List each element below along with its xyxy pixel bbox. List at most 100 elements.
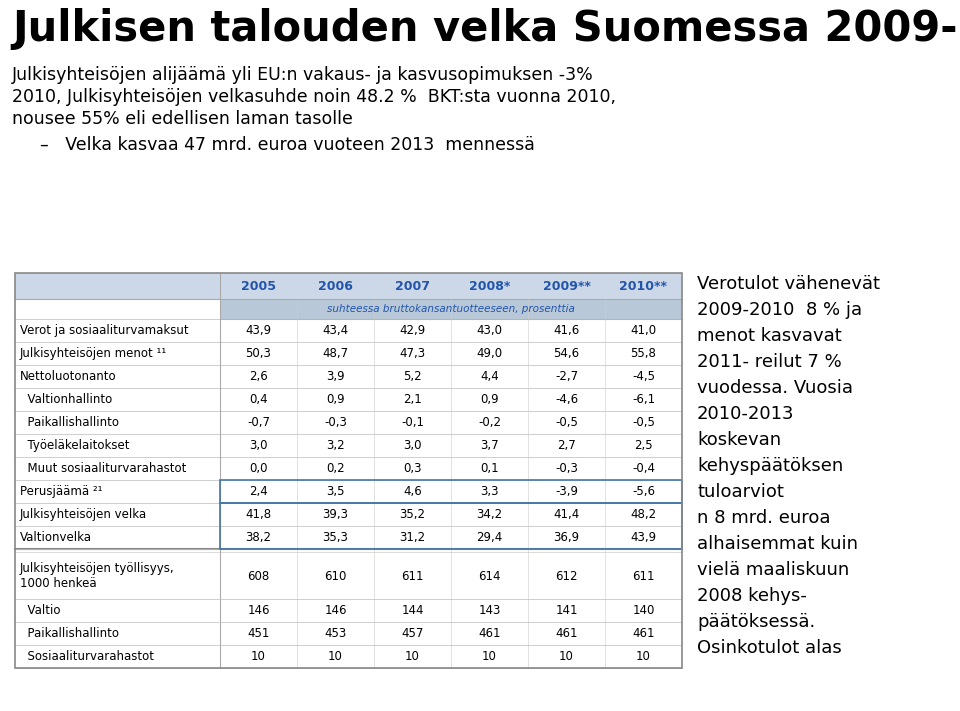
Text: -0,5: -0,5 xyxy=(555,416,578,429)
Text: 0,4: 0,4 xyxy=(250,393,268,406)
Text: -4,6: -4,6 xyxy=(555,393,578,406)
Text: Julkisyhteisöjen menot ¹¹: Julkisyhteisöjen menot ¹¹ xyxy=(20,347,167,360)
Text: 4,4: 4,4 xyxy=(480,370,499,383)
Text: 614: 614 xyxy=(478,570,501,582)
Text: 54,6: 54,6 xyxy=(553,347,580,360)
Text: Verotulot vähenevät: Verotulot vähenevät xyxy=(697,275,880,293)
Text: 50,3: 50,3 xyxy=(246,347,272,360)
Text: 3,0: 3,0 xyxy=(403,439,421,452)
Bar xyxy=(15,526,682,549)
Text: menot kasvavat: menot kasvavat xyxy=(697,327,842,345)
Text: 48,2: 48,2 xyxy=(631,508,657,521)
Text: 2010**: 2010** xyxy=(619,279,667,292)
Text: 608: 608 xyxy=(248,570,270,582)
Text: vuodessa. Vuosia: vuodessa. Vuosia xyxy=(697,379,853,397)
Text: n 8 mrd. euroa: n 8 mrd. euroa xyxy=(697,509,830,527)
Text: 41,8: 41,8 xyxy=(246,508,272,521)
Text: 2005: 2005 xyxy=(241,279,276,292)
Bar xyxy=(15,365,682,388)
Text: Perusjäämä ²¹: Perusjäämä ²¹ xyxy=(20,485,103,498)
Text: -0,7: -0,7 xyxy=(247,416,270,429)
Text: Julkisen talouden velka Suomessa 2009-: Julkisen talouden velka Suomessa 2009- xyxy=(12,8,957,50)
Text: 143: 143 xyxy=(478,604,501,617)
Text: 10: 10 xyxy=(559,650,574,663)
Text: 10: 10 xyxy=(636,650,651,663)
Text: Julkisyhteisöjen työllisyys,
1000 henkeä: Julkisyhteisöjen työllisyys, 1000 henkeä xyxy=(20,562,175,590)
Text: 2011- reilut 7 %: 2011- reilut 7 % xyxy=(697,353,842,371)
Text: Julkisyhteisöjen velka: Julkisyhteisöjen velka xyxy=(20,508,147,521)
Text: 612: 612 xyxy=(555,570,578,582)
Text: Valtionhallinto: Valtionhallinto xyxy=(20,393,112,406)
Text: 461: 461 xyxy=(633,627,655,640)
Text: 457: 457 xyxy=(401,627,423,640)
Text: 5,2: 5,2 xyxy=(403,370,421,383)
Text: 4,6: 4,6 xyxy=(403,485,421,498)
Text: 451: 451 xyxy=(248,627,270,640)
Text: 144: 144 xyxy=(401,604,423,617)
Text: 48,7: 48,7 xyxy=(323,347,348,360)
Text: 140: 140 xyxy=(633,604,655,617)
Text: -0,3: -0,3 xyxy=(324,416,347,429)
Text: 3,9: 3,9 xyxy=(326,370,345,383)
Text: 611: 611 xyxy=(633,570,655,582)
Text: 35,2: 35,2 xyxy=(399,508,425,521)
Bar xyxy=(15,457,682,480)
Text: Nettoluotonanto: Nettoluotonanto xyxy=(20,370,116,383)
Text: 0,9: 0,9 xyxy=(480,393,499,406)
Text: Osinkotulot alas: Osinkotulot alas xyxy=(697,639,842,657)
Text: 3,5: 3,5 xyxy=(326,485,345,498)
Text: 41,6: 41,6 xyxy=(553,324,580,337)
Text: 0,0: 0,0 xyxy=(250,462,268,475)
Text: Työeläkelaitokset: Työeläkelaitokset xyxy=(20,439,130,452)
Text: 2008 kehys-: 2008 kehys- xyxy=(697,587,806,605)
Text: 2009**: 2009** xyxy=(542,279,590,292)
Text: vielä maaliskuun: vielä maaliskuun xyxy=(697,561,850,579)
Text: 43,4: 43,4 xyxy=(323,324,348,337)
Text: 43,9: 43,9 xyxy=(631,531,657,544)
Text: –   Velka kasvaa 47 mrd. euroa vuoteen 2013  mennessä: – Velka kasvaa 47 mrd. euroa vuoteen 201… xyxy=(40,136,535,154)
Text: 10: 10 xyxy=(328,650,343,663)
Text: 36,9: 36,9 xyxy=(553,531,580,544)
Text: 34,2: 34,2 xyxy=(476,508,503,521)
Text: 0,3: 0,3 xyxy=(403,462,421,475)
Text: -0,3: -0,3 xyxy=(555,462,578,475)
Text: -4,5: -4,5 xyxy=(632,370,655,383)
Text: 2,5: 2,5 xyxy=(635,439,653,452)
Bar xyxy=(220,503,682,549)
Text: -0,5: -0,5 xyxy=(632,416,655,429)
Text: alhaisemmat kuin: alhaisemmat kuin xyxy=(697,535,858,553)
Text: 461: 461 xyxy=(555,627,578,640)
Text: kehyspäätöksen: kehyspäätöksen xyxy=(697,457,843,475)
Bar xyxy=(15,342,682,365)
Text: 0,1: 0,1 xyxy=(480,462,499,475)
Text: 2,7: 2,7 xyxy=(557,439,576,452)
Text: 3,0: 3,0 xyxy=(250,439,268,452)
Text: -5,6: -5,6 xyxy=(632,485,655,498)
Text: Verot ja sosiaaliturvamaksut: Verot ja sosiaaliturvamaksut xyxy=(20,324,188,337)
Text: 2,6: 2,6 xyxy=(250,370,268,383)
Text: tuloarviot: tuloarviot xyxy=(697,483,784,501)
Text: Muut sosiaaliturvarahastot: Muut sosiaaliturvarahastot xyxy=(20,462,186,475)
Text: 146: 146 xyxy=(324,604,347,617)
Text: 55,8: 55,8 xyxy=(631,347,657,360)
Text: 461: 461 xyxy=(478,627,501,640)
Text: nousee 55% eli edellisen laman tasolle: nousee 55% eli edellisen laman tasolle xyxy=(12,110,353,128)
Text: Sosiaaliturvarahastot: Sosiaaliturvarahastot xyxy=(20,650,154,663)
Text: päätöksessä.: päätöksessä. xyxy=(697,613,815,631)
Text: 2007: 2007 xyxy=(395,279,430,292)
Bar xyxy=(15,273,682,668)
Bar xyxy=(15,645,682,668)
Text: suhteessa bruttokansantuotteeseen, prosenttia: suhteessa bruttokansantuotteeseen, prose… xyxy=(327,304,575,314)
Text: 2010, Julkisyhteisöjen velkasuhde noin 48.2 %  BKT:sta vuonna 2010,: 2010, Julkisyhteisöjen velkasuhde noin 4… xyxy=(12,88,616,106)
Text: 2,4: 2,4 xyxy=(250,485,268,498)
Text: 29,4: 29,4 xyxy=(476,531,503,544)
Text: 10: 10 xyxy=(405,650,420,663)
Text: -6,1: -6,1 xyxy=(632,393,655,406)
Text: 141: 141 xyxy=(555,604,578,617)
Text: 3,2: 3,2 xyxy=(326,439,345,452)
Text: 2008*: 2008* xyxy=(468,279,510,292)
Text: 2009-2010  8 % ja: 2009-2010 8 % ja xyxy=(697,301,862,319)
Text: Valtionvelka: Valtionvelka xyxy=(20,531,92,544)
Text: 0,2: 0,2 xyxy=(326,462,345,475)
Text: 2006: 2006 xyxy=(318,279,353,292)
